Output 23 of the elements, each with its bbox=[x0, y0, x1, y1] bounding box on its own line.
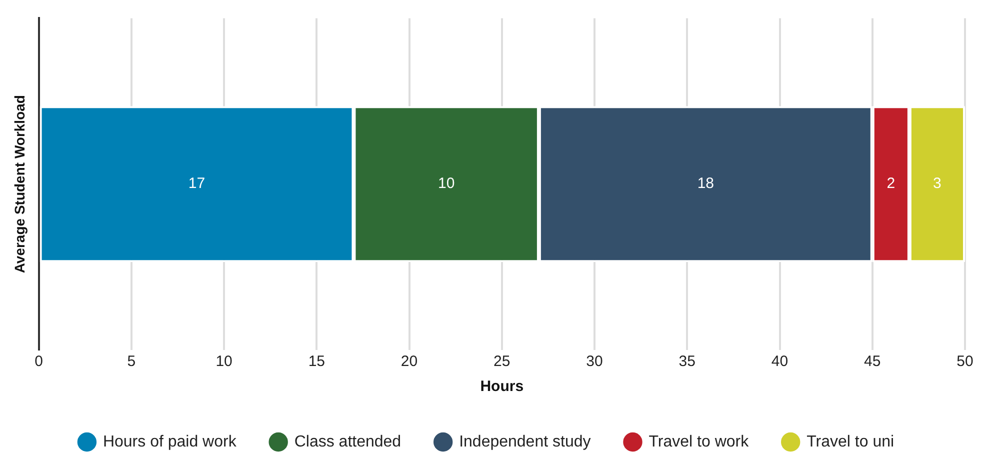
data-label: 10 bbox=[438, 175, 455, 192]
y-axis-title: Average Student Workload bbox=[11, 95, 28, 274]
x-tick-label: 20 bbox=[400, 353, 418, 370]
x-tick-label: 35 bbox=[678, 353, 696, 370]
x-tick-label: 45 bbox=[864, 353, 881, 370]
x-tick-label: 30 bbox=[586, 353, 603, 370]
legend-label: Travel to uni bbox=[806, 433, 894, 450]
legend-label: Class attended bbox=[294, 433, 402, 450]
x-tick-label: 25 bbox=[494, 353, 510, 370]
legend-label: Independent study bbox=[459, 433, 591, 450]
x-tick-label: 10 bbox=[216, 353, 232, 370]
data-label: 2 bbox=[886, 175, 896, 192]
data-label: 3 bbox=[933, 175, 942, 192]
legend-label: Hours of paid work bbox=[102, 433, 238, 450]
x-tick-label: 0 bbox=[34, 353, 43, 370]
x-tick-label: 15 bbox=[308, 353, 326, 370]
x-tick-label: 5 bbox=[127, 353, 136, 370]
data-label: 18 bbox=[697, 175, 714, 192]
x-tick-label: 40 bbox=[771, 353, 788, 370]
x-tick-label: 50 bbox=[956, 353, 974, 370]
legend-label: Travel to work bbox=[648, 433, 750, 450]
x-axis-title: Hours bbox=[480, 378, 524, 396]
data-label: 17 bbox=[188, 175, 206, 192]
